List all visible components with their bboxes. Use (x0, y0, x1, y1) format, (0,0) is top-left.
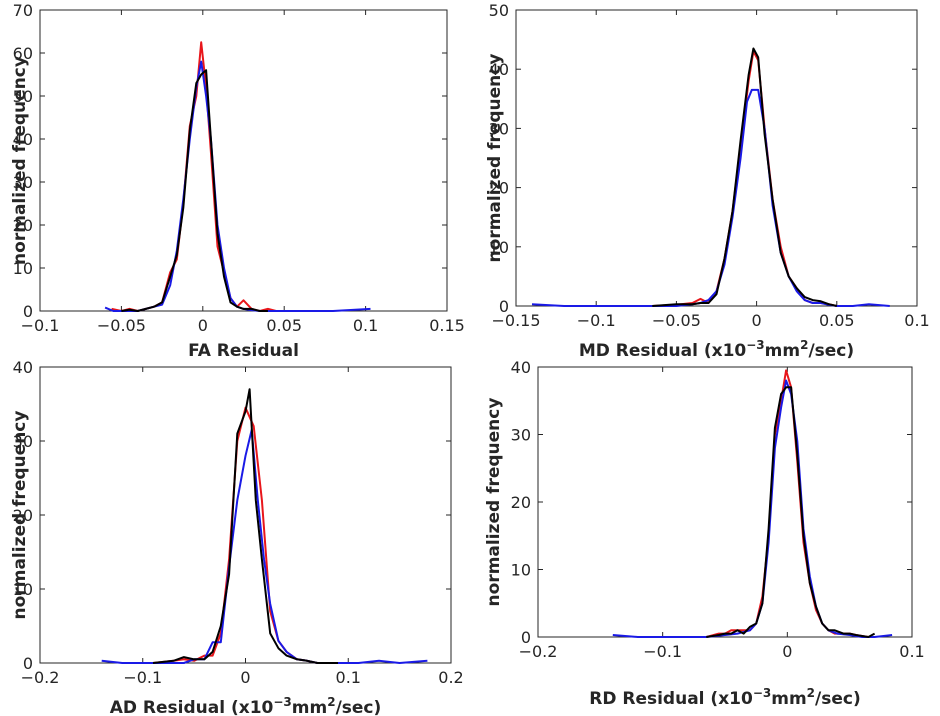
x-tick-label: 0.1 (899, 642, 924, 661)
x-tick-label: 0.1 (336, 668, 361, 687)
y-tick-label: 10 (13, 259, 33, 278)
x-tick-label: 0.1 (904, 311, 929, 330)
x-tick-label: −0.2 (21, 668, 60, 687)
x-tick-label: −0.05 (652, 311, 701, 330)
x-axis-label-superscript: −3 (753, 686, 771, 700)
x-tick-label: −0.2 (519, 642, 558, 661)
y-tick-label: 0 (23, 654, 33, 673)
y-tick-label: 0 (499, 297, 509, 316)
y-tick-label: 10 (489, 238, 509, 257)
chart-panel-md: −0.15 −0.1 −0.05 0 0.05 0.1 0 10 20 30 40 50 MD Resi… (485, 1, 930, 361)
x-tick-label: −0.1 (21, 316, 60, 335)
y-tick-label: 70 (13, 1, 33, 20)
y-axis-label: normalized frequency (10, 411, 30, 620)
y-tick-label: 20 (13, 216, 33, 235)
x-axis-label-text: RD Residual (x10 (589, 689, 753, 709)
x-tick-label: 0 (752, 311, 762, 330)
x-axis-label-text: /sec) (808, 341, 854, 361)
x-axis-label-text: mm (292, 698, 327, 716)
series-line-red (111, 41, 277, 312)
x-tick-label: 0 (240, 668, 250, 687)
chart-panel-ad: −0.2 −0.1 0 0.1 0.2 0 10 20 30 40 AD Residual (x10… (10, 358, 464, 716)
x-tick-label: 0.05 (266, 316, 302, 335)
y-tick-label: 30 (489, 119, 509, 138)
x-tick-label: −0.15 (491, 311, 540, 330)
x-tick-label: 0 (782, 642, 792, 661)
axes-frame (39, 9, 448, 312)
series-line-black (121, 69, 268, 312)
x-tick-label: −0.1 (643, 642, 682, 661)
x-axis-label-text: FA Residual (188, 341, 299, 361)
x-tick-label: −0.1 (123, 668, 162, 687)
y-axis-label: normalized frequency (485, 54, 505, 263)
series-line-blue (531, 88, 890, 307)
y-tick-label: 30 (511, 426, 531, 445)
x-tick-label: −0.05 (97, 316, 146, 335)
x-axis-label-superscript: 2 (800, 338, 808, 352)
y-tick-label: 10 (13, 580, 33, 599)
y-tick-label: 20 (489, 179, 509, 198)
series-line-black (152, 388, 338, 664)
series-line-red (652, 50, 838, 307)
axes-frame (537, 366, 913, 638)
x-axis-label: AD Residual (x10−3mm2/sec) (110, 695, 382, 716)
series-line-black (706, 386, 876, 638)
y-tick-label: 30 (13, 173, 33, 192)
y-tick-label: 40 (13, 358, 33, 377)
x-axis-label: MD Residual (x10−3mm2/sec) (579, 338, 854, 361)
x-axis-label-text: /sec) (336, 698, 382, 716)
x-axis-label: RD Residual (x10−3mm2/sec) (589, 686, 861, 709)
x-tick-label: 0.15 (429, 316, 465, 335)
x-tick-label: 0.05 (819, 311, 855, 330)
series-line-red (706, 369, 869, 638)
y-tick-label: 50 (489, 1, 509, 20)
x-axis-label-text: mm (771, 689, 806, 709)
y-tick-label: 0 (23, 302, 33, 321)
y-tick-label: 40 (13, 130, 33, 149)
series-line-red (152, 406, 338, 664)
x-axis-label-text: MD Residual (x10 (579, 341, 747, 361)
y-tick-label: 60 (13, 44, 33, 63)
x-axis-label-text: AD Residual (x10 (110, 698, 274, 716)
x-axis-label-text: /sec) (815, 689, 861, 709)
y-tick-label: 10 (511, 561, 531, 580)
x-axis-label-text: mm (765, 341, 800, 361)
x-tick-label: 0.2 (438, 668, 463, 687)
series-line-black (652, 47, 838, 307)
x-axis-label-superscript: 2 (327, 695, 335, 709)
axes-frame (515, 9, 918, 307)
y-axis-label: normalized frequency (10, 56, 30, 265)
x-tick-label: 0 (198, 316, 208, 335)
x-axis-label-superscript: −3 (273, 695, 291, 709)
x-tick-label: −0.1 (577, 311, 616, 330)
series-line-blue (104, 60, 371, 312)
chart-panel-rd: −0.2 −0.1 0 0.1 0 10 20 30 40 RD Residual (x10−3m… (484, 358, 925, 709)
y-tick-label: 40 (511, 358, 531, 377)
y-axis-label: normalized frequency (484, 398, 504, 607)
x-axis-label-superscript: 2 (807, 686, 815, 700)
series-line-blue (612, 379, 893, 638)
x-tick-label: 0.1 (353, 316, 378, 335)
y-tick-label: 20 (511, 493, 531, 512)
y-tick-label: 30 (13, 432, 33, 451)
chart-panel-fa: −0.1 −0.05 0 0.05 0.1 0.15 0 10 20 30 40 50 60 70 FA R… (10, 1, 465, 361)
x-axis-label: FA Residual (188, 341, 299, 361)
y-tick-label: 20 (13, 506, 33, 525)
x-axis-label-superscript: −3 (746, 338, 764, 352)
y-tick-label: 0 (521, 628, 531, 647)
y-tick-label: 40 (489, 60, 509, 79)
y-tick-label: 50 (13, 87, 33, 106)
